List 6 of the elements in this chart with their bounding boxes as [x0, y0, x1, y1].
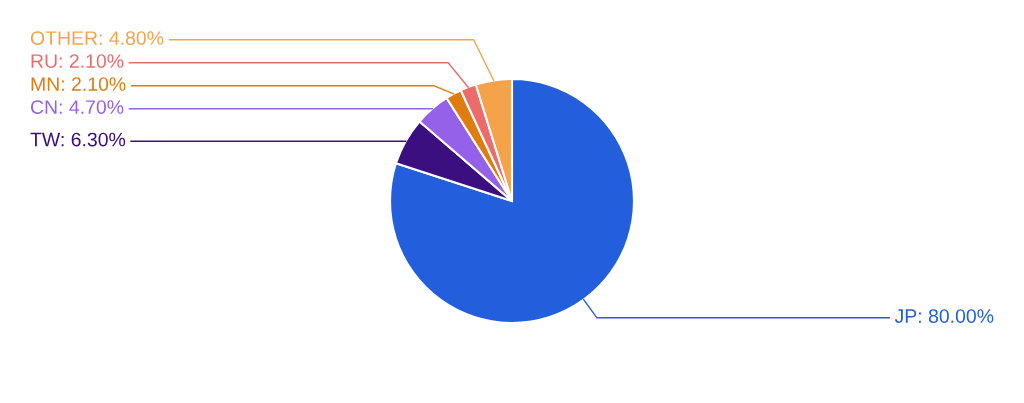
slice-label: MN: 2.10%	[31, 77, 126, 91]
slice-label: RU: 2.10%	[31, 54, 124, 68]
slice-label: OTHER: 4.80%	[30, 31, 164, 45]
slice-label: JP: 80.00%	[894, 309, 994, 323]
slice-label: CN: 4.70%	[30, 100, 124, 114]
slice-label: TW: 6.30%	[30, 132, 126, 147]
